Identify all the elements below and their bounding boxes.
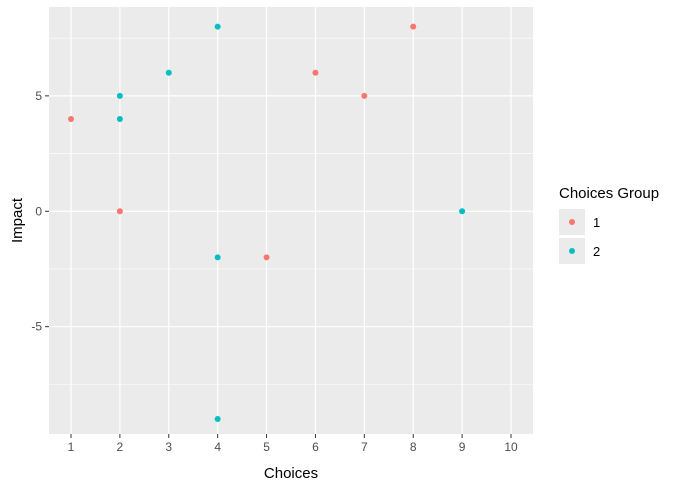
- x-tick-label: 1: [68, 440, 75, 454]
- data-point-group-2: [165, 69, 172, 76]
- y-axis-tick-labels: -5 0 5: [31, 89, 42, 334]
- x-tick-label: 7: [361, 440, 368, 454]
- data-point-group-1: [312, 69, 319, 76]
- major-gridlines: [49, 7, 533, 434]
- plot-panel: [49, 7, 533, 434]
- x-tick-label: 5: [263, 440, 270, 454]
- axis-ticks: [45, 95, 512, 438]
- x-tick-label: 9: [459, 440, 466, 454]
- x-tick-label: 4: [214, 440, 221, 454]
- y-axis-title: Impact: [9, 197, 26, 243]
- x-tick-label: 10: [504, 440, 518, 454]
- x-tick-label: 3: [165, 440, 172, 454]
- y-tick-label: -5: [31, 320, 42, 334]
- y-tick-label: 0: [35, 204, 42, 218]
- x-tick-label: 8: [410, 440, 417, 454]
- data-points: [68, 23, 466, 422]
- x-tick-label: 6: [312, 440, 319, 454]
- data-point-group-2: [116, 92, 123, 99]
- legend-marker-1: [569, 219, 575, 225]
- minor-gridlines: [49, 37, 533, 385]
- data-point-group-1: [361, 92, 368, 99]
- legend-label-2: 2: [593, 244, 600, 259]
- y-tick-label: 5: [35, 89, 42, 103]
- legend: Choices Group 12: [559, 185, 659, 264]
- x-axis-title: Choices: [264, 465, 318, 482]
- data-point-group-1: [68, 115, 74, 122]
- data-point-group-1: [410, 23, 417, 30]
- data-point-group-2: [116, 115, 123, 122]
- legend-marker-2: [569, 248, 575, 254]
- data-point-group-1: [263, 254, 270, 261]
- data-point-group-2: [214, 23, 221, 30]
- legend-title: Choices Group: [559, 185, 659, 202]
- x-tick-label: 2: [117, 440, 124, 454]
- data-point-group-1: [116, 208, 123, 215]
- data-point-group-2: [214, 415, 221, 422]
- data-point-group-2: [459, 208, 466, 215]
- legend-label-1: 1: [593, 215, 600, 230]
- legend-items: 12: [559, 209, 600, 264]
- data-point-group-2: [214, 254, 221, 261]
- x-axis-tick-labels: 1 2 3 4 5 6 7 8 9 10: [68, 440, 518, 454]
